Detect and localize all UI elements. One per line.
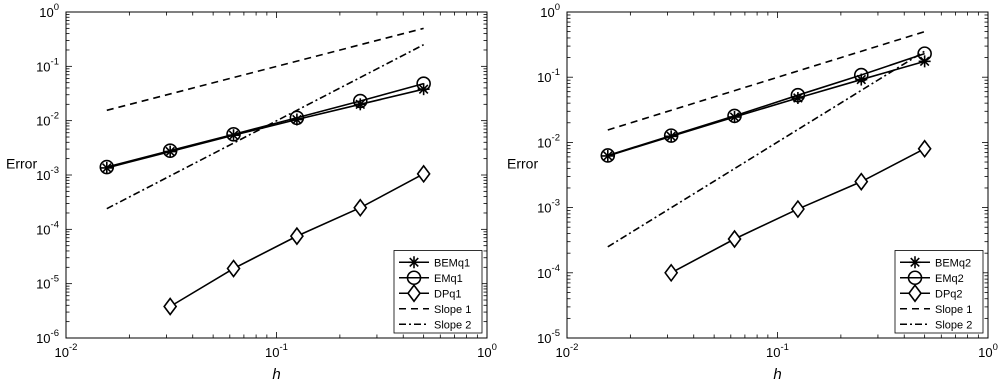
- data-point-bemq2: [601, 149, 614, 162]
- x-axis-label: h: [272, 366, 280, 383]
- data-point-dpq1: [226, 259, 241, 278]
- y-tick-label: 10-4: [36, 219, 59, 237]
- legend-label: EMq2: [935, 273, 964, 285]
- data-point-bemq1: [100, 161, 113, 174]
- series-emq1: [99, 76, 431, 175]
- legend-entry-bemq2: BEMq2: [900, 256, 971, 269]
- legend-entry-slope-2: Slope 2: [399, 319, 471, 331]
- series-slope-1: [106, 27, 424, 112]
- legend-entry-slope-1: Slope 1: [900, 304, 972, 316]
- legend-entry-slope-1: Slope 1: [399, 304, 471, 316]
- legend-label: BEMq2: [935, 257, 971, 269]
- legend-marker: [909, 256, 921, 269]
- y-tick-label: 10-2: [537, 132, 560, 150]
- axis-ticks: [65, 11, 488, 339]
- data-point-emq1: [289, 110, 305, 126]
- data-point-emq2: [853, 67, 869, 83]
- y-tick-label: 10-1: [36, 56, 59, 74]
- legend-entry-emq2: EMq2: [900, 270, 964, 286]
- y-tick-label: 10-5: [537, 328, 560, 346]
- data-point-emq1: [162, 143, 178, 159]
- data-point-emq2: [727, 108, 742, 124]
- series-line-slope-2: [607, 50, 926, 248]
- y-tick-label: 10-3: [36, 165, 59, 183]
- y-tick-label: 10-1: [537, 67, 560, 85]
- legend-label: Slope 1: [935, 304, 972, 316]
- legend-label: EMq1: [434, 273, 463, 285]
- y-axis-label: Error: [6, 155, 37, 171]
- y-tick-label: 10-2: [36, 111, 59, 129]
- y-tick-label: 10-6: [36, 328, 59, 346]
- left-error-plot: 10-2 10-1 100 10-6 10-5 10-4 10-3 10-2 10-1 100 h E…: [6, 2, 497, 383]
- data-point-emq2: [600, 148, 616, 163]
- y-tick-label: 10-3: [537, 198, 560, 216]
- data-point-bemq2: [918, 55, 931, 68]
- series-line-emq2: [607, 52, 925, 157]
- data-point-dpq1: [353, 198, 368, 218]
- x-tick-label: 10-1: [766, 342, 789, 360]
- legend-label: BEMq1: [434, 257, 470, 269]
- x-axis-label: h: [773, 366, 781, 383]
- series-line-slope-1: [106, 27, 424, 112]
- legend-entry-slope-2: Slope 2: [900, 319, 972, 331]
- data-point-emq1: [352, 93, 368, 109]
- legend-marker: [908, 283, 922, 303]
- data-point-dpq2: [854, 172, 869, 191]
- data-point-dpq1: [289, 226, 304, 246]
- data-point-emq1: [226, 127, 241, 142]
- x-tick-label: 10-1: [265, 342, 288, 360]
- legend-label: Slope 1: [434, 304, 471, 316]
- series-line-slope-1: [607, 30, 925, 131]
- series-dpq2: [664, 139, 932, 283]
- data-point-emq1: [416, 76, 431, 91]
- data-point-dpq2: [664, 263, 679, 283]
- x-tick-label: 10-2: [556, 342, 579, 360]
- series-emq2: [600, 46, 932, 163]
- legend-label: DPq2: [935, 288, 963, 300]
- series-dpq1: [163, 164, 431, 316]
- y-tick-label: 100: [39, 2, 59, 20]
- y-tick-label: 10-5: [36, 274, 59, 292]
- data-point-dpq2: [790, 199, 805, 219]
- legend: BEMq1 EMq1 DPq1 Slope 1 Slope 2: [393, 250, 483, 334]
- right-error-plot: 10-2 10-1 100 10-5 10-4 10-3 10-2 10-1 100 h Error…: [507, 2, 998, 383]
- x-tick-label: 100: [978, 342, 998, 360]
- data-point-dpq2: [917, 139, 932, 159]
- data-point-emq2: [917, 46, 932, 61]
- series-slope-2: [607, 50, 926, 248]
- series-slope-1: [607, 30, 925, 131]
- legend-marker: [407, 283, 421, 303]
- data-point-dpq1: [416, 164, 431, 184]
- series-line-emq1: [106, 82, 424, 168]
- data-point-dpq1: [163, 297, 178, 316]
- legend-marker: [408, 256, 420, 269]
- legend-label: Slope 2: [935, 319, 972, 331]
- y-tick-label: 10-4: [537, 263, 560, 281]
- series-line-bemq1: [106, 88, 424, 169]
- legend: BEMq2 EMq2 DPq2 Slope 1 Slope 2: [894, 250, 984, 334]
- legend-entry-dpq1: DPq1: [399, 283, 462, 303]
- data-point-emq1: [99, 159, 115, 175]
- legend-label: DPq1: [434, 288, 462, 300]
- x-tick-label: 10-2: [55, 342, 78, 360]
- legend-entry-dpq2: DPq2: [900, 283, 963, 303]
- data-point-emq2: [663, 128, 679, 143]
- legend-label: Slope 2: [434, 319, 471, 331]
- axis-ticks: [566, 11, 989, 339]
- y-tick-label: 100: [540, 2, 560, 20]
- y-axis-label: Error: [507, 155, 538, 171]
- x-tick-label: 100: [477, 342, 497, 360]
- data-point-dpq2: [727, 229, 742, 249]
- legend-entry-bemq1: BEMq1: [399, 256, 470, 269]
- data-point-emq2: [790, 87, 806, 103]
